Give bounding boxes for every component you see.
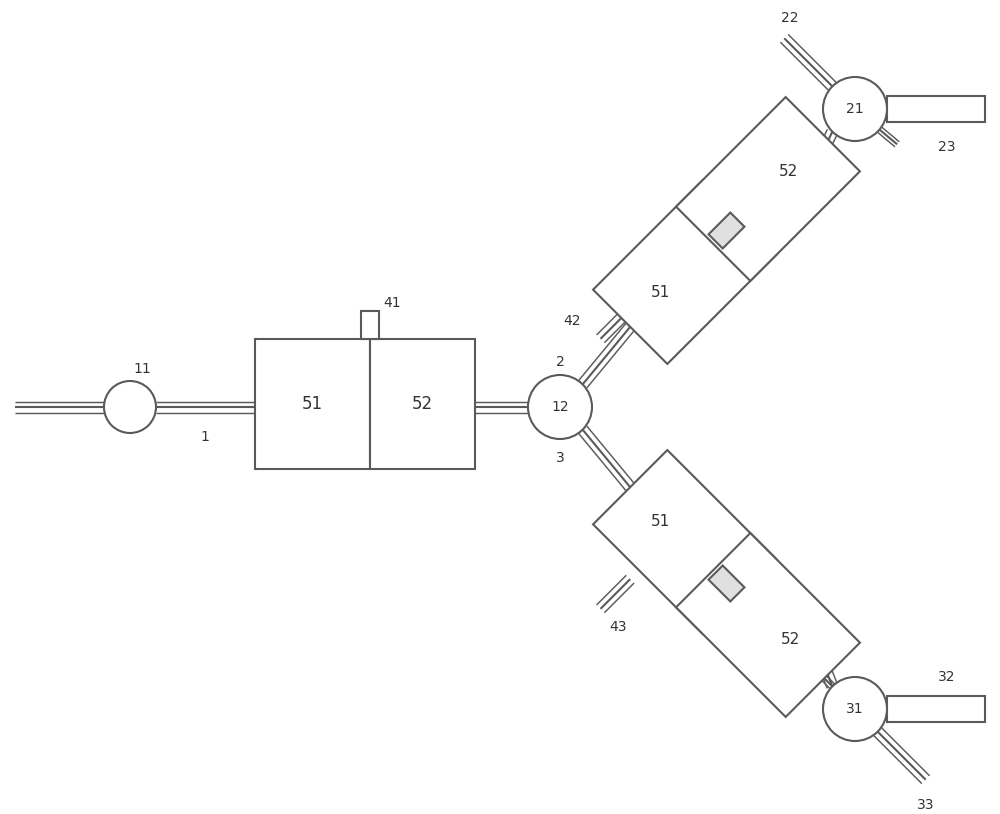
Bar xyxy=(370,339,475,469)
Text: 51: 51 xyxy=(650,285,670,300)
Polygon shape xyxy=(709,566,744,602)
Circle shape xyxy=(528,375,592,439)
Polygon shape xyxy=(593,180,777,364)
Text: 42: 42 xyxy=(564,314,581,328)
Circle shape xyxy=(823,77,887,141)
Text: 52: 52 xyxy=(412,395,433,413)
Text: 2: 2 xyxy=(556,356,565,370)
Text: 41: 41 xyxy=(383,296,401,310)
Polygon shape xyxy=(676,97,860,281)
Text: 1: 1 xyxy=(201,430,209,444)
Text: 51: 51 xyxy=(302,395,323,413)
Bar xyxy=(887,696,985,722)
Text: 52: 52 xyxy=(778,164,798,178)
Text: 22: 22 xyxy=(781,11,798,25)
Text: 43: 43 xyxy=(610,619,627,634)
Text: 3: 3 xyxy=(556,451,565,465)
Text: 12: 12 xyxy=(551,400,569,414)
Text: 32: 32 xyxy=(938,670,956,684)
Text: 52: 52 xyxy=(780,632,800,647)
Text: 23: 23 xyxy=(938,140,956,154)
Text: 21: 21 xyxy=(846,102,864,116)
Text: 33: 33 xyxy=(917,798,934,812)
Text: 11: 11 xyxy=(133,362,151,376)
Polygon shape xyxy=(709,212,744,248)
Bar xyxy=(887,96,985,122)
Circle shape xyxy=(104,381,156,433)
Bar xyxy=(255,339,370,469)
Text: 31: 31 xyxy=(846,702,864,716)
Polygon shape xyxy=(593,450,777,634)
Polygon shape xyxy=(676,533,860,717)
Circle shape xyxy=(823,677,887,741)
Text: 51: 51 xyxy=(650,514,670,529)
Bar xyxy=(361,311,379,339)
